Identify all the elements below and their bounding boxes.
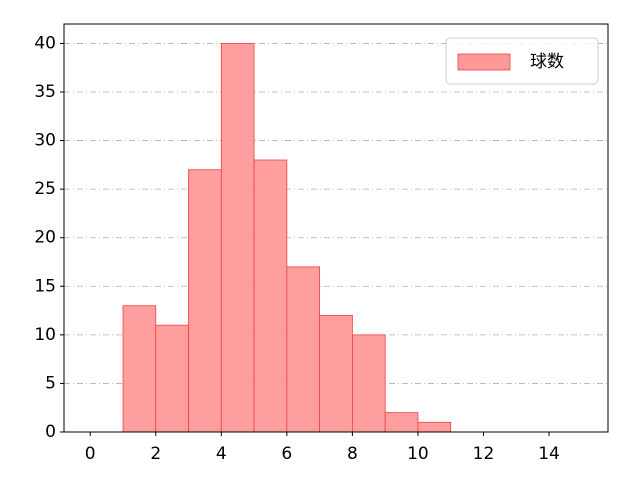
- bar: [220, 43, 255, 433]
- plot-frame: [63, 23, 609, 433]
- bar: [188, 169, 222, 433]
- bar: [384, 412, 419, 433]
- x-tick-label: 10: [407, 444, 429, 464]
- bar: [155, 324, 189, 433]
- x-tick-label: 6: [281, 444, 292, 464]
- x-tick-label: 12: [473, 444, 495, 464]
- legend-swatch: [457, 53, 511, 71]
- y-tick-label: 30: [34, 131, 56, 151]
- x-tick-label: 14: [538, 444, 560, 464]
- bar: [286, 266, 321, 433]
- bar: [253, 159, 288, 433]
- x-tick-label: 0: [85, 444, 96, 464]
- legend-label: 球数: [530, 52, 564, 72]
- y-tick-label: 40: [34, 33, 56, 53]
- x-tick-label: 2: [150, 444, 161, 464]
- bar: [417, 421, 452, 433]
- y-tick-label: 25: [34, 179, 56, 199]
- legend-box: [445, 37, 599, 85]
- y-tick-label: 0: [45, 422, 56, 442]
- x-tick-label: 4: [216, 444, 227, 464]
- bar: [351, 334, 386, 433]
- y-tick-label: 35: [34, 82, 56, 102]
- y-tick-label: 15: [34, 276, 56, 296]
- bar: [319, 315, 353, 433]
- bar: [122, 305, 157, 433]
- y-tick-label: 5: [45, 373, 56, 393]
- y-tick-label: 20: [34, 228, 56, 248]
- x-tick-label: 8: [347, 444, 358, 464]
- y-tick-label: 10: [34, 325, 56, 345]
